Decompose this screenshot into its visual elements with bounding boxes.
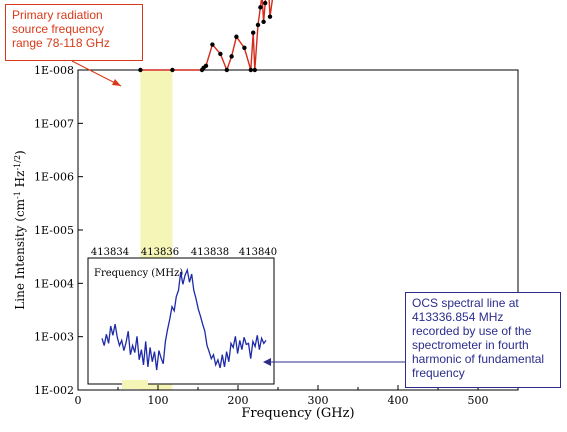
data-point: [210, 42, 215, 47]
x-tick-label: 300: [308, 394, 329, 407]
x-axis-label: Frequency (GHz): [241, 406, 354, 421]
inset-x-tick-label: 413834: [91, 247, 129, 258]
y-tick-label: 1E-005: [34, 224, 74, 237]
data-point: [224, 67, 229, 73]
ocs-spectral-line: [101, 267, 267, 371]
data-point: [251, 30, 256, 35]
y-axis-ticks: 1E-008 1E-007 1E-006 1E-005 1E-004 1E-003 1E-0…: [34, 64, 83, 397]
data-point: [218, 51, 223, 57]
x-tick-label: 100: [148, 394, 169, 407]
ocs-line-callout: OCS spectral line at 413336.854 MHz reco…: [405, 292, 561, 388]
y-tick-label: 1E-006: [34, 171, 74, 184]
y-tick-label: 1E-002: [34, 384, 74, 397]
intensity-series-line: [140, 0, 274, 72]
source-callout-arrow: [71, 60, 122, 87]
ocs-arrowhead: [263, 358, 271, 366]
y-axis-label: Line Intensity (cm-1 Hz-1/2): [13, 150, 27, 309]
y-tick-label: 1E-003: [34, 331, 74, 344]
data-point: [229, 54, 234, 59]
data-point: [252, 67, 257, 73]
source-frequency-callout: Primary radiation source frequency range…: [5, 4, 143, 61]
inset-title: Frequency (MHz): [94, 268, 183, 279]
data-point: [263, 0, 268, 6]
y-tick-label: 1E-007: [34, 117, 74, 130]
data-point: [138, 67, 143, 73]
x-tick-label: 200: [228, 394, 249, 407]
data-point: [248, 67, 253, 73]
x-axis-ticks: 0 100 200 300 400 500: [75, 385, 519, 407]
source-arrowhead: [112, 79, 121, 86]
source-band-below-inset: [122, 380, 148, 389]
y-tick-label: 1E-004: [34, 277, 74, 290]
data-point: [242, 45, 247, 51]
data-point: [234, 34, 239, 39]
inset-x-tick-label: 413836: [141, 247, 179, 258]
data-point: [203, 63, 209, 68]
data-point: [258, 5, 263, 10]
x-tick-label: 500: [468, 394, 489, 407]
intensity-series-points: [138, 0, 273, 73]
data-point: [255, 22, 261, 28]
data-point: [261, 19, 266, 25]
y-tick-label: 1E-008: [34, 64, 74, 77]
x-tick-label: 400: [388, 394, 409, 407]
inset-x-tick-labels: 413834 413836 413838 413840: [91, 247, 277, 258]
inset-x-tick-label: 413840: [239, 247, 277, 258]
inset-frame: [87, 257, 275, 385]
inset-x-tick-label: 413838: [191, 247, 229, 258]
data-point: [267, 14, 273, 19]
data-point: [170, 67, 175, 73]
x-tick-label: 0: [75, 394, 82, 407]
